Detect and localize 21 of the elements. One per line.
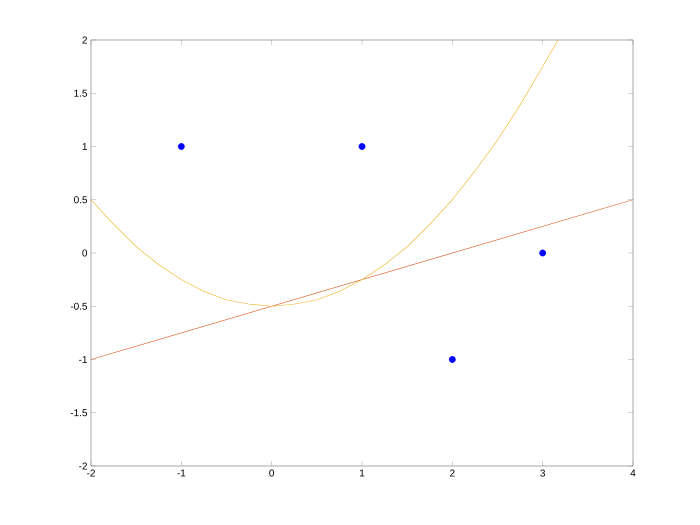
x-tick-label: 4	[630, 470, 636, 476]
x-tick-label: 2	[450, 470, 455, 476]
x-tick-label: -1	[177, 470, 186, 476]
point	[178, 143, 185, 150]
y-tick-label: -1.5	[70, 409, 88, 416]
y-tick-label: -2	[79, 462, 87, 470]
x-tick-label: 1	[360, 470, 364, 476]
y-tick-label: -0.5	[70, 302, 88, 310]
y-tick-label: -1	[79, 356, 87, 363]
x-tick-label: 0	[269, 470, 274, 477]
x-tick-label: -2	[87, 470, 95, 476]
y-tick-label: 2	[82, 36, 87, 44]
point	[358, 143, 366, 150]
point	[448, 356, 456, 363]
line-series	[91, 40, 558, 307]
y-tick-label: 1.5	[74, 90, 88, 97]
point	[539, 250, 546, 256]
y-tick-label: 1	[82, 143, 87, 150]
y-tick-label: 0	[82, 249, 88, 257]
x-tick-label: 3	[540, 470, 546, 477]
y-tick-label: 0.5	[74, 196, 88, 204]
